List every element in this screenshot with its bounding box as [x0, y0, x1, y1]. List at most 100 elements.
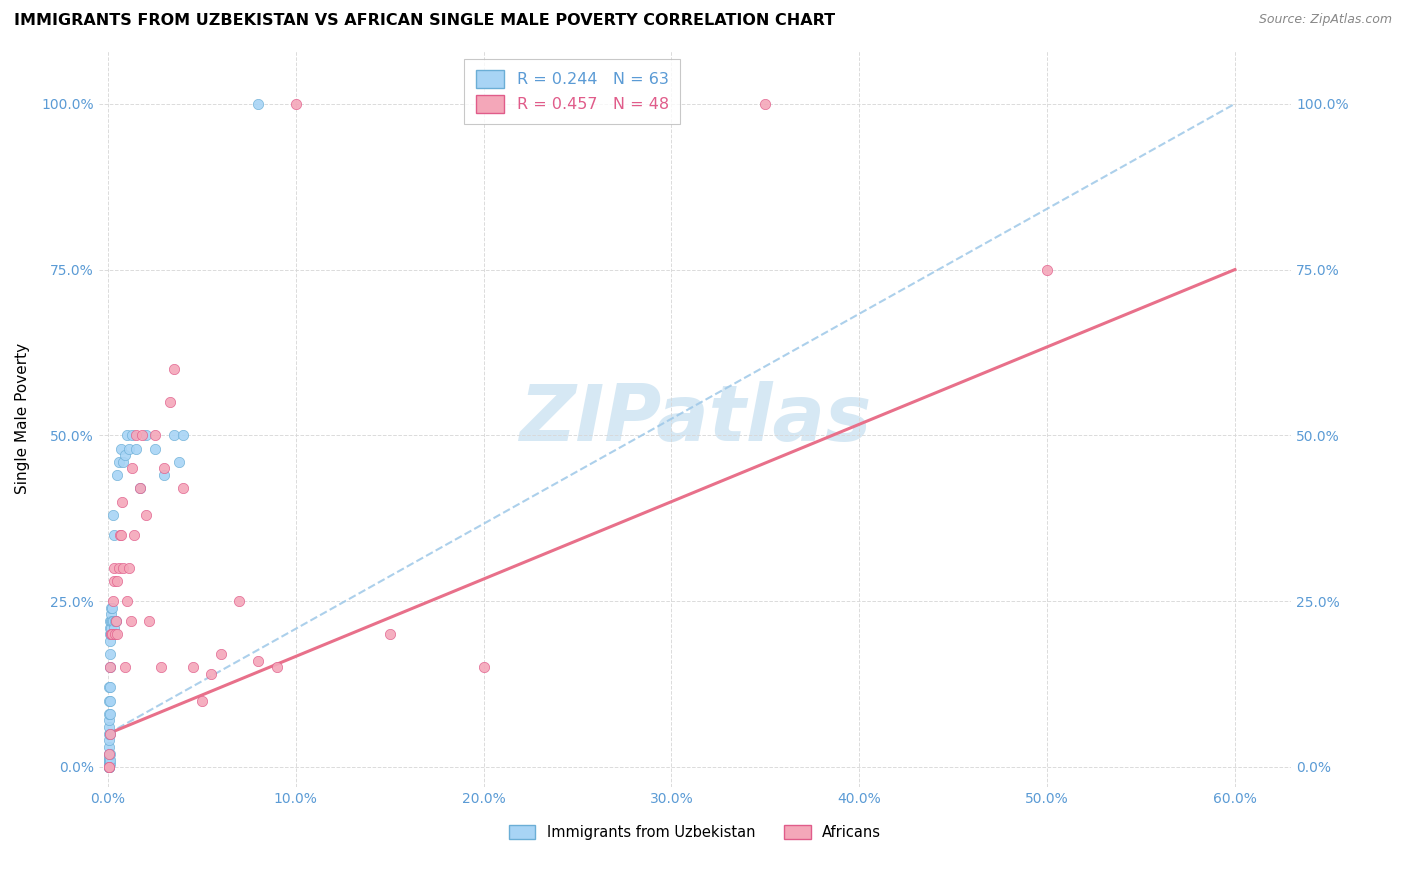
Point	[104, 614, 127, 628]
Point	[100, 600, 122, 615]
Point	[101, 508, 124, 522]
Point	[103, 627, 125, 641]
Point	[115, 428, 138, 442]
Point	[135, 428, 157, 442]
Text: Source: ZipAtlas.com: Source: ZipAtlas.com	[1258, 13, 1392, 27]
Point	[97, 760, 120, 774]
Point	[97, 750, 120, 764]
Point	[135, 508, 157, 522]
Point	[97, 706, 120, 721]
Point	[97, 727, 120, 741]
Point	[200, 667, 222, 681]
Point	[105, 468, 128, 483]
Point	[163, 428, 186, 442]
Point	[247, 654, 270, 668]
Point	[228, 594, 250, 608]
Point	[108, 561, 131, 575]
Point	[97, 720, 120, 734]
Point	[103, 528, 125, 542]
Point	[97, 733, 120, 747]
Point	[124, 528, 146, 542]
Point	[97, 739, 120, 754]
Point	[98, 660, 121, 674]
Point	[149, 660, 172, 674]
Point	[105, 574, 128, 589]
Text: IMMIGRANTS FROM UZBEKISTAN VS AFRICAN SINGLE MALE POVERTY CORRELATION CHART: IMMIGRANTS FROM UZBEKISTAN VS AFRICAN SI…	[14, 13, 835, 29]
Point	[125, 442, 148, 456]
Y-axis label: Single Male Poverty: Single Male Poverty	[15, 343, 30, 494]
Point	[97, 756, 120, 771]
Point	[172, 428, 194, 442]
Point	[114, 448, 136, 462]
Point	[103, 614, 125, 628]
Point	[108, 455, 131, 469]
Point	[266, 660, 288, 674]
Point	[103, 574, 125, 589]
Point	[97, 760, 120, 774]
Point	[100, 614, 122, 628]
Point	[110, 528, 132, 542]
Point	[98, 681, 121, 695]
Point	[101, 594, 124, 608]
Point	[97, 760, 120, 774]
Point	[118, 442, 141, 456]
Point	[98, 627, 121, 641]
Point	[172, 482, 194, 496]
Point	[100, 614, 122, 628]
Point	[129, 482, 152, 496]
Point	[110, 442, 132, 456]
Point	[163, 362, 186, 376]
Point	[115, 594, 138, 608]
Point	[97, 753, 120, 767]
Point	[97, 693, 120, 707]
Point	[97, 760, 120, 774]
Point	[169, 455, 191, 469]
Point	[125, 428, 148, 442]
Point	[108, 528, 131, 542]
Point	[98, 647, 121, 661]
Point	[97, 753, 120, 767]
Point	[98, 753, 121, 767]
Point	[143, 428, 166, 442]
Point	[111, 455, 134, 469]
Point	[100, 627, 122, 641]
Point	[111, 561, 134, 575]
Point	[121, 428, 143, 442]
Point	[1036, 262, 1059, 277]
Point	[97, 747, 120, 761]
Point	[97, 681, 120, 695]
Point	[181, 660, 204, 674]
Point	[209, 647, 232, 661]
Point	[98, 633, 121, 648]
Point	[754, 96, 776, 111]
Point	[100, 621, 122, 635]
Point	[98, 756, 121, 771]
Point	[98, 693, 121, 707]
Point	[100, 627, 122, 641]
Point	[103, 621, 125, 635]
Point	[98, 747, 121, 761]
Point	[129, 482, 152, 496]
Point	[97, 760, 120, 774]
Point	[100, 627, 122, 641]
Point	[120, 614, 142, 628]
Point	[97, 760, 120, 774]
Legend: Immigrants from Uzbekistan, Africans: Immigrants from Uzbekistan, Africans	[503, 819, 887, 846]
Point	[97, 760, 120, 774]
Point	[114, 660, 136, 674]
Point	[98, 660, 121, 674]
Point	[118, 561, 141, 575]
Point	[153, 468, 176, 483]
Point	[191, 693, 214, 707]
Point	[100, 627, 122, 641]
Point	[98, 614, 121, 628]
Point	[131, 428, 153, 442]
Point	[98, 727, 121, 741]
Point	[159, 395, 181, 409]
Point	[153, 461, 176, 475]
Point	[98, 706, 121, 721]
Point	[121, 461, 143, 475]
Point	[284, 96, 307, 111]
Point	[472, 660, 495, 674]
Point	[111, 494, 134, 508]
